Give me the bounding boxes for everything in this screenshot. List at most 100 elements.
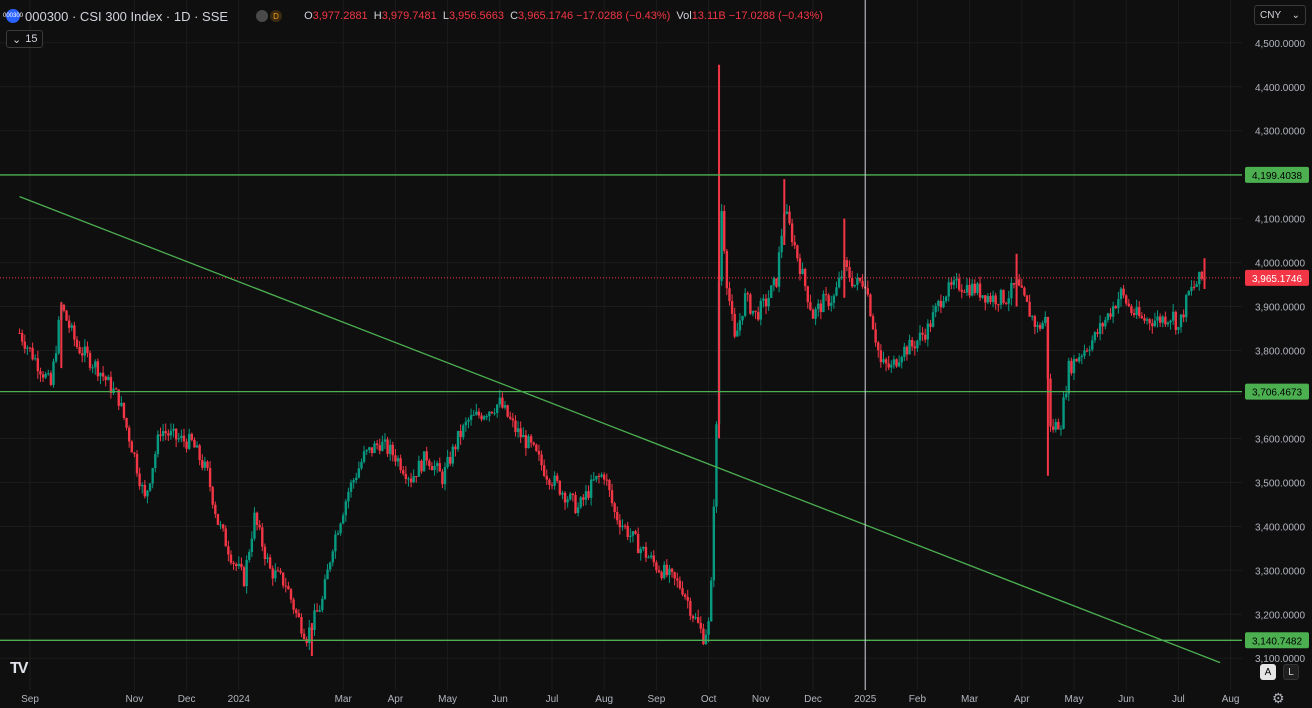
- candle-body: [683, 594, 687, 597]
- candle-body: [796, 245, 799, 259]
- candle-body: [1072, 358, 1076, 374]
- candle-body: [464, 421, 468, 426]
- candle-body: [18, 332, 21, 334]
- symbol-title[interactable]: 000300 · CSI 300 Index · 1D · SSE: [25, 8, 229, 24]
- candle-body: [678, 580, 682, 589]
- delayed-data-badge[interactable]: D: [270, 10, 283, 22]
- candle-body: [454, 446, 457, 450]
- candle-body: [720, 211, 723, 281]
- x-tick-label: Nov: [752, 694, 770, 705]
- candle-body: [819, 303, 823, 313]
- auto-scale-button[interactable]: A: [1260, 664, 1276, 680]
- candle-body: [509, 416, 512, 419]
- candle-body: [696, 617, 700, 623]
- x-tick-label: Aug: [1222, 694, 1240, 705]
- candle-body: [856, 277, 859, 285]
- candle-body: [553, 475, 556, 486]
- candle-body: [1041, 322, 1044, 329]
- candle-body: [971, 283, 974, 296]
- candle-body: [968, 284, 971, 296]
- x-tick-label: 2024: [228, 694, 251, 705]
- tradingview-logo-icon[interactable]: TV: [10, 660, 29, 677]
- candle-body: [707, 621, 710, 635]
- candle-body: [443, 467, 447, 485]
- x-tick-label: Apr: [388, 694, 404, 705]
- candle-body: [1070, 360, 1073, 374]
- candle-body: [352, 480, 355, 483]
- candle-body: [378, 445, 381, 451]
- candle-body: [232, 562, 235, 565]
- candle-body: [1049, 378, 1052, 427]
- candle-body: [308, 627, 311, 644]
- candle-body: [146, 490, 149, 497]
- candle-body: [339, 523, 342, 534]
- log-scale-button[interactable]: L: [1283, 664, 1299, 680]
- candle-body: [806, 286, 809, 303]
- y-tick-label: 3,800.0000: [1255, 347, 1305, 358]
- x-tick-label: Sep: [648, 694, 666, 705]
- candle-body: [276, 570, 280, 572]
- candle-body: [125, 418, 128, 428]
- candle-body: [918, 332, 922, 341]
- candle-body: [26, 347, 29, 349]
- candle-body: [297, 613, 301, 618]
- x-tick-label: 2025: [854, 694, 877, 705]
- candle-body: [1187, 290, 1191, 296]
- candle-body: [151, 468, 154, 484]
- indicator-toggle[interactable]: ⌄ 15: [6, 30, 44, 48]
- candle-body: [1190, 286, 1193, 291]
- candle-body: [86, 346, 89, 353]
- candle-body: [929, 323, 932, 327]
- candle-body: [522, 434, 525, 438]
- candle-body: [206, 461, 209, 469]
- candle-body: [451, 446, 455, 464]
- candle-body: [480, 415, 483, 420]
- candle-body: [561, 492, 564, 495]
- candle-body: [328, 562, 332, 570]
- candle-body: [879, 350, 883, 363]
- x-tick-label: May: [438, 694, 457, 705]
- candle-body: [892, 359, 896, 365]
- candle-body: [188, 433, 191, 449]
- candle-body: [803, 268, 807, 287]
- candle-body: [284, 585, 287, 587]
- candle-body: [657, 570, 661, 573]
- candle-body: [229, 554, 233, 563]
- level-label: 3,140.7482: [1252, 636, 1302, 647]
- candle-body: [362, 451, 366, 462]
- candle-body: [905, 346, 909, 355]
- candle-body: [281, 572, 285, 586]
- candle-body: [1101, 323, 1104, 327]
- candle-body: [652, 555, 655, 563]
- candle-body: [47, 373, 50, 375]
- candle-body: [516, 428, 520, 433]
- candle-body: [556, 475, 559, 481]
- ohlc-high-value: 3,979.7481: [381, 10, 437, 22]
- candle-body: [355, 477, 358, 481]
- candle-body: [104, 376, 107, 381]
- candle-body: [563, 492, 567, 503]
- candle-body: [78, 346, 81, 354]
- candle-body: [28, 347, 32, 349]
- settings-gear-icon[interactable]: ⚙: [1272, 690, 1285, 706]
- candle-body: [1125, 295, 1128, 304]
- candle-body: [388, 444, 392, 454]
- currency-select[interactable]: CNY ⌄: [1254, 5, 1306, 25]
- candle-body: [613, 503, 616, 513]
- candle-body: [691, 615, 695, 619]
- candle-body: [415, 476, 418, 478]
- candle-body: [589, 479, 593, 498]
- symbol-badge-icon[interactable]: 000300: [3, 9, 23, 23]
- candle-body: [1098, 323, 1102, 334]
- candle-body: [133, 452, 136, 454]
- candle-body: [579, 497, 582, 508]
- y-tick-label: 4,100.0000: [1255, 215, 1305, 226]
- candle-body: [916, 340, 919, 349]
- candle-body: [1057, 421, 1060, 430]
- candle-body: [201, 460, 204, 468]
- candle-body: [582, 497, 585, 500]
- candle-body: [219, 524, 222, 526]
- candle-body: [1174, 311, 1177, 330]
- candle-body: [850, 278, 854, 287]
